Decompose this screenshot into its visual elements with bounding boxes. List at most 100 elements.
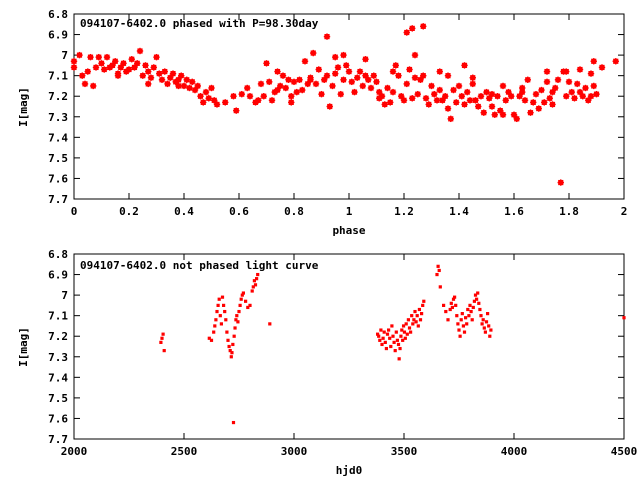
data-point <box>231 342 235 347</box>
y-axis-label: I[mag] <box>17 327 30 367</box>
data-point <box>147 74 155 81</box>
y-tick-label: 7.1 <box>48 310 68 323</box>
data-point <box>197 93 204 100</box>
data-point <box>466 97 474 104</box>
data-point <box>224 318 228 322</box>
data-point <box>406 318 410 322</box>
data-point <box>340 76 347 83</box>
data-point <box>456 322 460 326</box>
data-point <box>450 86 457 94</box>
data-point <box>189 78 196 86</box>
data-point <box>469 309 473 314</box>
data-point <box>402 330 407 334</box>
data-point <box>84 68 91 75</box>
data-point <box>223 309 227 314</box>
data-point <box>70 64 78 71</box>
data-point <box>400 328 404 332</box>
data-point <box>510 111 518 118</box>
data-point <box>557 179 564 186</box>
data-point <box>250 289 254 293</box>
data-point <box>167 74 174 81</box>
data-point <box>255 97 262 104</box>
data-point <box>395 72 402 79</box>
data-point <box>183 76 190 83</box>
data-point <box>279 72 287 79</box>
data-point <box>549 101 556 108</box>
data-point <box>296 76 303 83</box>
x-tick-label: 0.2 <box>119 205 139 218</box>
data-point <box>519 88 526 96</box>
data-point <box>449 301 453 305</box>
data-point <box>161 68 168 75</box>
data-point <box>248 303 252 307</box>
data-point <box>563 93 570 100</box>
data-point <box>237 309 241 314</box>
data-point <box>593 90 600 98</box>
x-tick-label: 2500 <box>171 445 198 458</box>
y-tick-label: 7.2 <box>48 330 68 343</box>
data-point <box>414 90 421 98</box>
data-point <box>461 324 465 328</box>
data-point <box>114 72 122 79</box>
y-tick-label: 7.1 <box>48 70 68 83</box>
data-point <box>389 68 397 75</box>
data-point <box>477 93 485 100</box>
data-point <box>460 312 464 316</box>
data-point <box>409 330 413 334</box>
data-point <box>535 105 542 112</box>
data-point <box>98 60 105 67</box>
data-point <box>480 322 484 326</box>
data-point <box>435 272 439 277</box>
data-point <box>246 93 254 100</box>
data-point <box>486 95 493 102</box>
data-point <box>406 66 413 73</box>
data-point <box>409 95 416 102</box>
data-point <box>516 93 523 100</box>
data-point <box>217 297 221 301</box>
data-point <box>90 82 97 90</box>
data-point <box>499 82 507 90</box>
data-point <box>219 322 223 326</box>
data-point <box>403 336 407 340</box>
data-point <box>484 320 489 324</box>
data-point <box>379 328 383 332</box>
data-point <box>238 90 245 98</box>
data-point <box>304 80 311 88</box>
data-point <box>455 82 463 90</box>
x-tick-label: 1.8 <box>559 205 579 218</box>
data-point <box>230 93 237 100</box>
data-point <box>95 53 102 61</box>
data-point <box>161 332 165 336</box>
data-point <box>385 332 390 336</box>
data-point <box>158 76 166 83</box>
data-point <box>499 111 507 118</box>
data-point <box>436 68 443 75</box>
data-point <box>475 103 482 110</box>
data-point <box>232 334 236 338</box>
data-point <box>266 78 273 86</box>
data-point <box>383 340 387 344</box>
y-tick-label: 7.5 <box>48 392 68 405</box>
data-point <box>234 318 238 322</box>
data-point <box>466 307 470 312</box>
data-point <box>469 80 476 88</box>
data-point <box>405 332 409 336</box>
data-point <box>212 330 216 334</box>
data-point <box>288 99 295 106</box>
data-point <box>454 303 458 307</box>
data-point <box>417 76 424 83</box>
data-point <box>307 76 314 83</box>
data-point <box>400 97 408 104</box>
y-axis-label: I[mag] <box>17 87 30 127</box>
data-point <box>438 285 442 289</box>
data-point <box>76 51 83 59</box>
data-point <box>451 297 456 301</box>
chart-title: 094107-6402.0 phased with P=98.30day <box>80 17 319 30</box>
data-point <box>87 53 94 61</box>
data-point <box>422 95 430 102</box>
data-point <box>392 62 399 69</box>
data-point <box>112 58 119 65</box>
data-point <box>387 99 394 106</box>
data-point <box>396 342 401 347</box>
data-point <box>579 93 586 100</box>
